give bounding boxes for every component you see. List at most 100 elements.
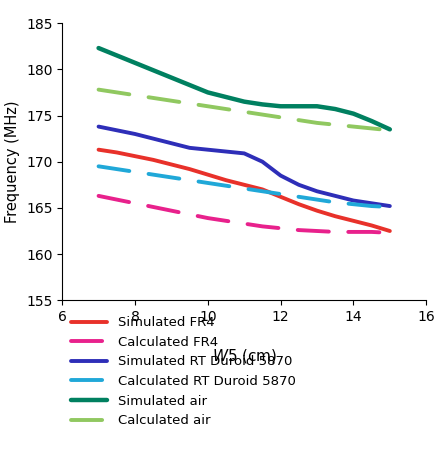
Simulated air (114, 53, 119, 58)
Calculated air (151, 95, 156, 101)
Calculated air (187, 101, 192, 106)
Simulated FR4 (169, 162, 174, 167)
Calculated RT Duroid 5870 (169, 175, 174, 180)
Calculated FR4 (314, 228, 320, 234)
Simulated FR4 (114, 150, 119, 155)
Calculated air (114, 90, 119, 95)
Simulated FR4 (260, 187, 265, 192)
Calculated FR4 (205, 215, 210, 221)
Simulated FR4 (132, 153, 138, 159)
Calculated RT Duroid 5870 (205, 180, 210, 186)
Calculated RT Duroid 5870 (333, 200, 338, 205)
Simulated air (223, 94, 229, 100)
Calculated RT Duroid 5870 (132, 169, 138, 175)
Calculated FR4 (387, 230, 392, 236)
Calculated RT Duroid 5870 (387, 204, 392, 210)
Simulated RT Duroid 5870 (351, 198, 356, 203)
Simulated FR4 (242, 182, 247, 188)
Simulated RT Duroid 5870 (260, 159, 265, 164)
Simulated FR4 (333, 213, 338, 219)
Calculated FR4 (369, 229, 374, 235)
Simulated air (132, 60, 138, 66)
Simulated FR4 (369, 223, 374, 228)
Calculated RT Duroid 5870 (223, 183, 229, 188)
Calculated FR4 (223, 218, 229, 224)
Text: $\it{W}$5 (cm): $\it{W}$5 (cm) (211, 347, 277, 365)
Simulated air (278, 103, 283, 109)
Calculated RT Duroid 5870 (114, 166, 119, 172)
Simulated RT Duroid 5870 (278, 173, 283, 178)
Line: Simulated FR4: Simulated FR4 (99, 150, 390, 231)
Simulated air (369, 118, 374, 124)
Calculated RT Duroid 5870 (187, 177, 192, 183)
Calculated air (242, 109, 247, 115)
Simulated RT Duroid 5870 (333, 193, 338, 199)
Calculated FR4 (132, 201, 138, 206)
Simulated RT Duroid 5870 (223, 149, 229, 154)
Simulated air (314, 103, 320, 109)
Simulated air (151, 67, 156, 73)
Line: Simulated RT Duroid 5870: Simulated RT Duroid 5870 (99, 127, 390, 206)
Simulated FR4 (205, 172, 210, 177)
Simulated RT Duroid 5870 (187, 145, 192, 151)
Simulated air (296, 103, 301, 109)
Calculated FR4 (260, 224, 265, 229)
Simulated FR4 (223, 177, 229, 183)
Legend: Simulated FR4, Calculated FR4, Simulated RT Duroid 5870, Calculated RT Duroid 58: Simulated FR4, Calculated FR4, Simulated… (71, 316, 296, 427)
Calculated air (169, 98, 174, 103)
Calculated FR4 (242, 221, 247, 226)
Calculated FR4 (96, 193, 101, 199)
Simulated air (351, 111, 356, 116)
Simulated RT Duroid 5870 (314, 188, 320, 194)
Calculated FR4 (169, 208, 174, 213)
Simulated air (260, 102, 265, 107)
Calculated air (205, 103, 210, 109)
Calculated RT Duroid 5870 (242, 186, 247, 191)
Simulated RT Duroid 5870 (205, 147, 210, 152)
Simulated FR4 (387, 228, 392, 234)
Calculated FR4 (187, 212, 192, 217)
Calculated RT Duroid 5870 (351, 201, 356, 207)
Calculated FR4 (333, 229, 338, 235)
Simulated air (205, 90, 210, 95)
Simulated FR4 (278, 194, 283, 200)
Calculated air (369, 126, 374, 131)
Calculated air (333, 122, 338, 128)
Simulated RT Duroid 5870 (96, 124, 101, 129)
Calculated RT Duroid 5870 (278, 191, 283, 197)
Simulated RT Duroid 5870 (387, 203, 392, 209)
Calculated FR4 (114, 197, 119, 202)
Calculated air (278, 115, 283, 120)
Simulated RT Duroid 5870 (151, 136, 156, 141)
Simulated RT Duroid 5870 (369, 201, 374, 206)
Simulated FR4 (351, 218, 356, 224)
Calculated FR4 (151, 204, 156, 210)
Calculated FR4 (351, 229, 356, 235)
Simulated RT Duroid 5870 (114, 128, 119, 133)
Calculated air (387, 128, 392, 133)
Calculated RT Duroid 5870 (260, 188, 265, 194)
Simulated RT Duroid 5870 (132, 131, 138, 137)
Simulated RT Duroid 5870 (296, 182, 301, 188)
Calculated air (314, 120, 320, 126)
Simulated air (242, 99, 247, 104)
Simulated air (169, 75, 174, 80)
Simulated RT Duroid 5870 (169, 140, 174, 146)
Calculated RT Duroid 5870 (151, 172, 156, 177)
Simulated FR4 (187, 166, 192, 172)
Simulated air (187, 82, 192, 88)
Line: Calculated air: Calculated air (99, 90, 390, 130)
Simulated air (387, 127, 392, 132)
Calculated air (351, 124, 356, 129)
Calculated air (296, 117, 301, 123)
Simulated air (333, 106, 338, 112)
Calculated RT Duroid 5870 (96, 164, 101, 169)
Calculated RT Duroid 5870 (314, 197, 320, 202)
Simulated air (96, 45, 101, 51)
Simulated FR4 (96, 147, 101, 152)
Simulated FR4 (296, 201, 301, 207)
Calculated air (96, 87, 101, 92)
Line: Calculated FR4: Calculated FR4 (99, 196, 390, 233)
Calculated air (132, 92, 138, 98)
Calculated air (260, 112, 265, 117)
